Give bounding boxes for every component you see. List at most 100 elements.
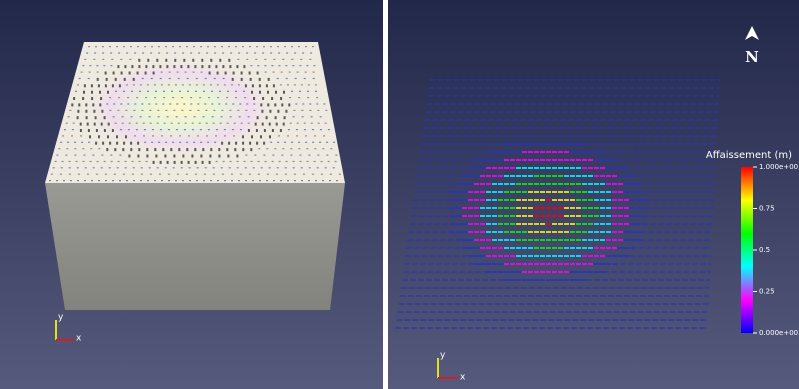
surface-mark xyxy=(145,65,148,69)
surface-mark xyxy=(258,77,261,81)
surface-mark xyxy=(126,180,128,182)
surface-mark xyxy=(232,71,235,75)
surface-mark xyxy=(79,129,82,132)
surface-mark xyxy=(312,46,314,48)
surface-mark xyxy=(240,122,243,124)
surface-mark xyxy=(92,167,95,169)
surface-mark xyxy=(96,71,99,73)
surface-mark xyxy=(176,103,179,105)
surface-mark xyxy=(129,58,132,60)
surface-mark xyxy=(96,160,99,163)
surface-mark xyxy=(100,122,103,126)
surface-mark xyxy=(98,180,100,182)
surface-mark xyxy=(298,148,301,150)
surface-mark xyxy=(278,135,280,137)
surface-mark xyxy=(231,77,234,81)
surface-mark xyxy=(142,122,145,124)
surface-mark xyxy=(247,129,250,132)
surface-mark xyxy=(229,109,232,111)
surface-mark xyxy=(254,52,257,54)
surface-mark xyxy=(119,180,121,182)
surface-mark xyxy=(162,103,165,105)
surface-mark xyxy=(256,46,258,48)
surface-mark xyxy=(138,58,141,62)
surface-mark xyxy=(77,180,79,182)
surface-mark xyxy=(301,116,304,118)
surface-mark xyxy=(150,52,153,54)
surface-mark xyxy=(152,135,154,137)
surface-mark xyxy=(254,154,257,156)
surface-mark xyxy=(196,180,198,182)
surface-mark xyxy=(168,180,170,182)
surface-mark xyxy=(295,129,298,131)
surface-mark xyxy=(319,129,322,131)
surface-mark xyxy=(177,77,180,80)
surface-mark xyxy=(188,167,191,169)
surface-mark xyxy=(182,154,185,158)
colorbar xyxy=(741,167,753,333)
surface-mark xyxy=(250,148,253,152)
surface-mark xyxy=(249,141,252,145)
surface-mark xyxy=(151,129,154,131)
surface-mark xyxy=(316,97,319,99)
north-arrow xyxy=(745,26,759,40)
surface-mark xyxy=(214,46,216,48)
surface-mark xyxy=(291,46,293,48)
surface-mark xyxy=(182,52,185,54)
surface-mark xyxy=(154,180,156,182)
surface-mark xyxy=(243,90,245,92)
surface-mark xyxy=(181,109,184,111)
surface-mark xyxy=(292,160,295,163)
surface-mark xyxy=(161,180,163,182)
surface-mark xyxy=(114,148,117,152)
surface-mark xyxy=(141,109,144,111)
surface-mark xyxy=(325,109,328,111)
surface-mark xyxy=(188,135,190,137)
surface-mark xyxy=(270,46,272,48)
surface-mark xyxy=(208,97,211,99)
surface-mark xyxy=(54,160,57,163)
surface-mark xyxy=(227,90,229,92)
surface-mark xyxy=(176,173,179,175)
surface-mark xyxy=(299,160,302,163)
surface-mark xyxy=(76,116,79,120)
surface-mark xyxy=(237,58,240,60)
surface-mark xyxy=(201,65,204,69)
surface-mark xyxy=(148,116,151,118)
surface-mark xyxy=(186,77,189,80)
surface-mark xyxy=(335,154,338,156)
surface-mark xyxy=(285,160,288,163)
displacement-lines xyxy=(395,79,720,329)
surface-mark xyxy=(172,167,175,169)
surface-mark xyxy=(172,97,175,99)
surface-mark xyxy=(125,135,127,139)
surface-mark xyxy=(307,84,310,86)
surface-mark xyxy=(286,52,289,54)
surface-mark xyxy=(320,160,323,163)
surface-mark xyxy=(200,71,203,73)
surface-mark xyxy=(162,148,165,152)
colorbar-title: Affaissement (m) xyxy=(706,150,792,161)
surface-mark xyxy=(259,180,261,182)
surface-mark xyxy=(106,148,109,152)
surface-mark xyxy=(275,90,277,94)
surface-mark xyxy=(257,65,260,67)
surface-mark xyxy=(284,167,287,169)
surface-mark xyxy=(311,173,314,175)
surface-mark xyxy=(253,109,256,111)
surface-mark xyxy=(291,141,294,143)
surface-mark xyxy=(228,58,231,62)
surface-mark xyxy=(165,109,168,111)
surface-mark xyxy=(130,141,133,145)
surface-mark xyxy=(159,160,162,164)
surface-mark xyxy=(267,90,269,94)
surface-mark xyxy=(253,97,256,100)
surface-mark xyxy=(175,129,178,131)
surface-mark xyxy=(114,77,117,81)
surface-mark xyxy=(251,135,253,139)
surface-mark xyxy=(306,65,309,67)
surface-mark xyxy=(71,135,73,137)
surface-mark xyxy=(85,116,88,120)
surface-mark xyxy=(132,77,135,81)
surface-mark xyxy=(86,122,89,126)
